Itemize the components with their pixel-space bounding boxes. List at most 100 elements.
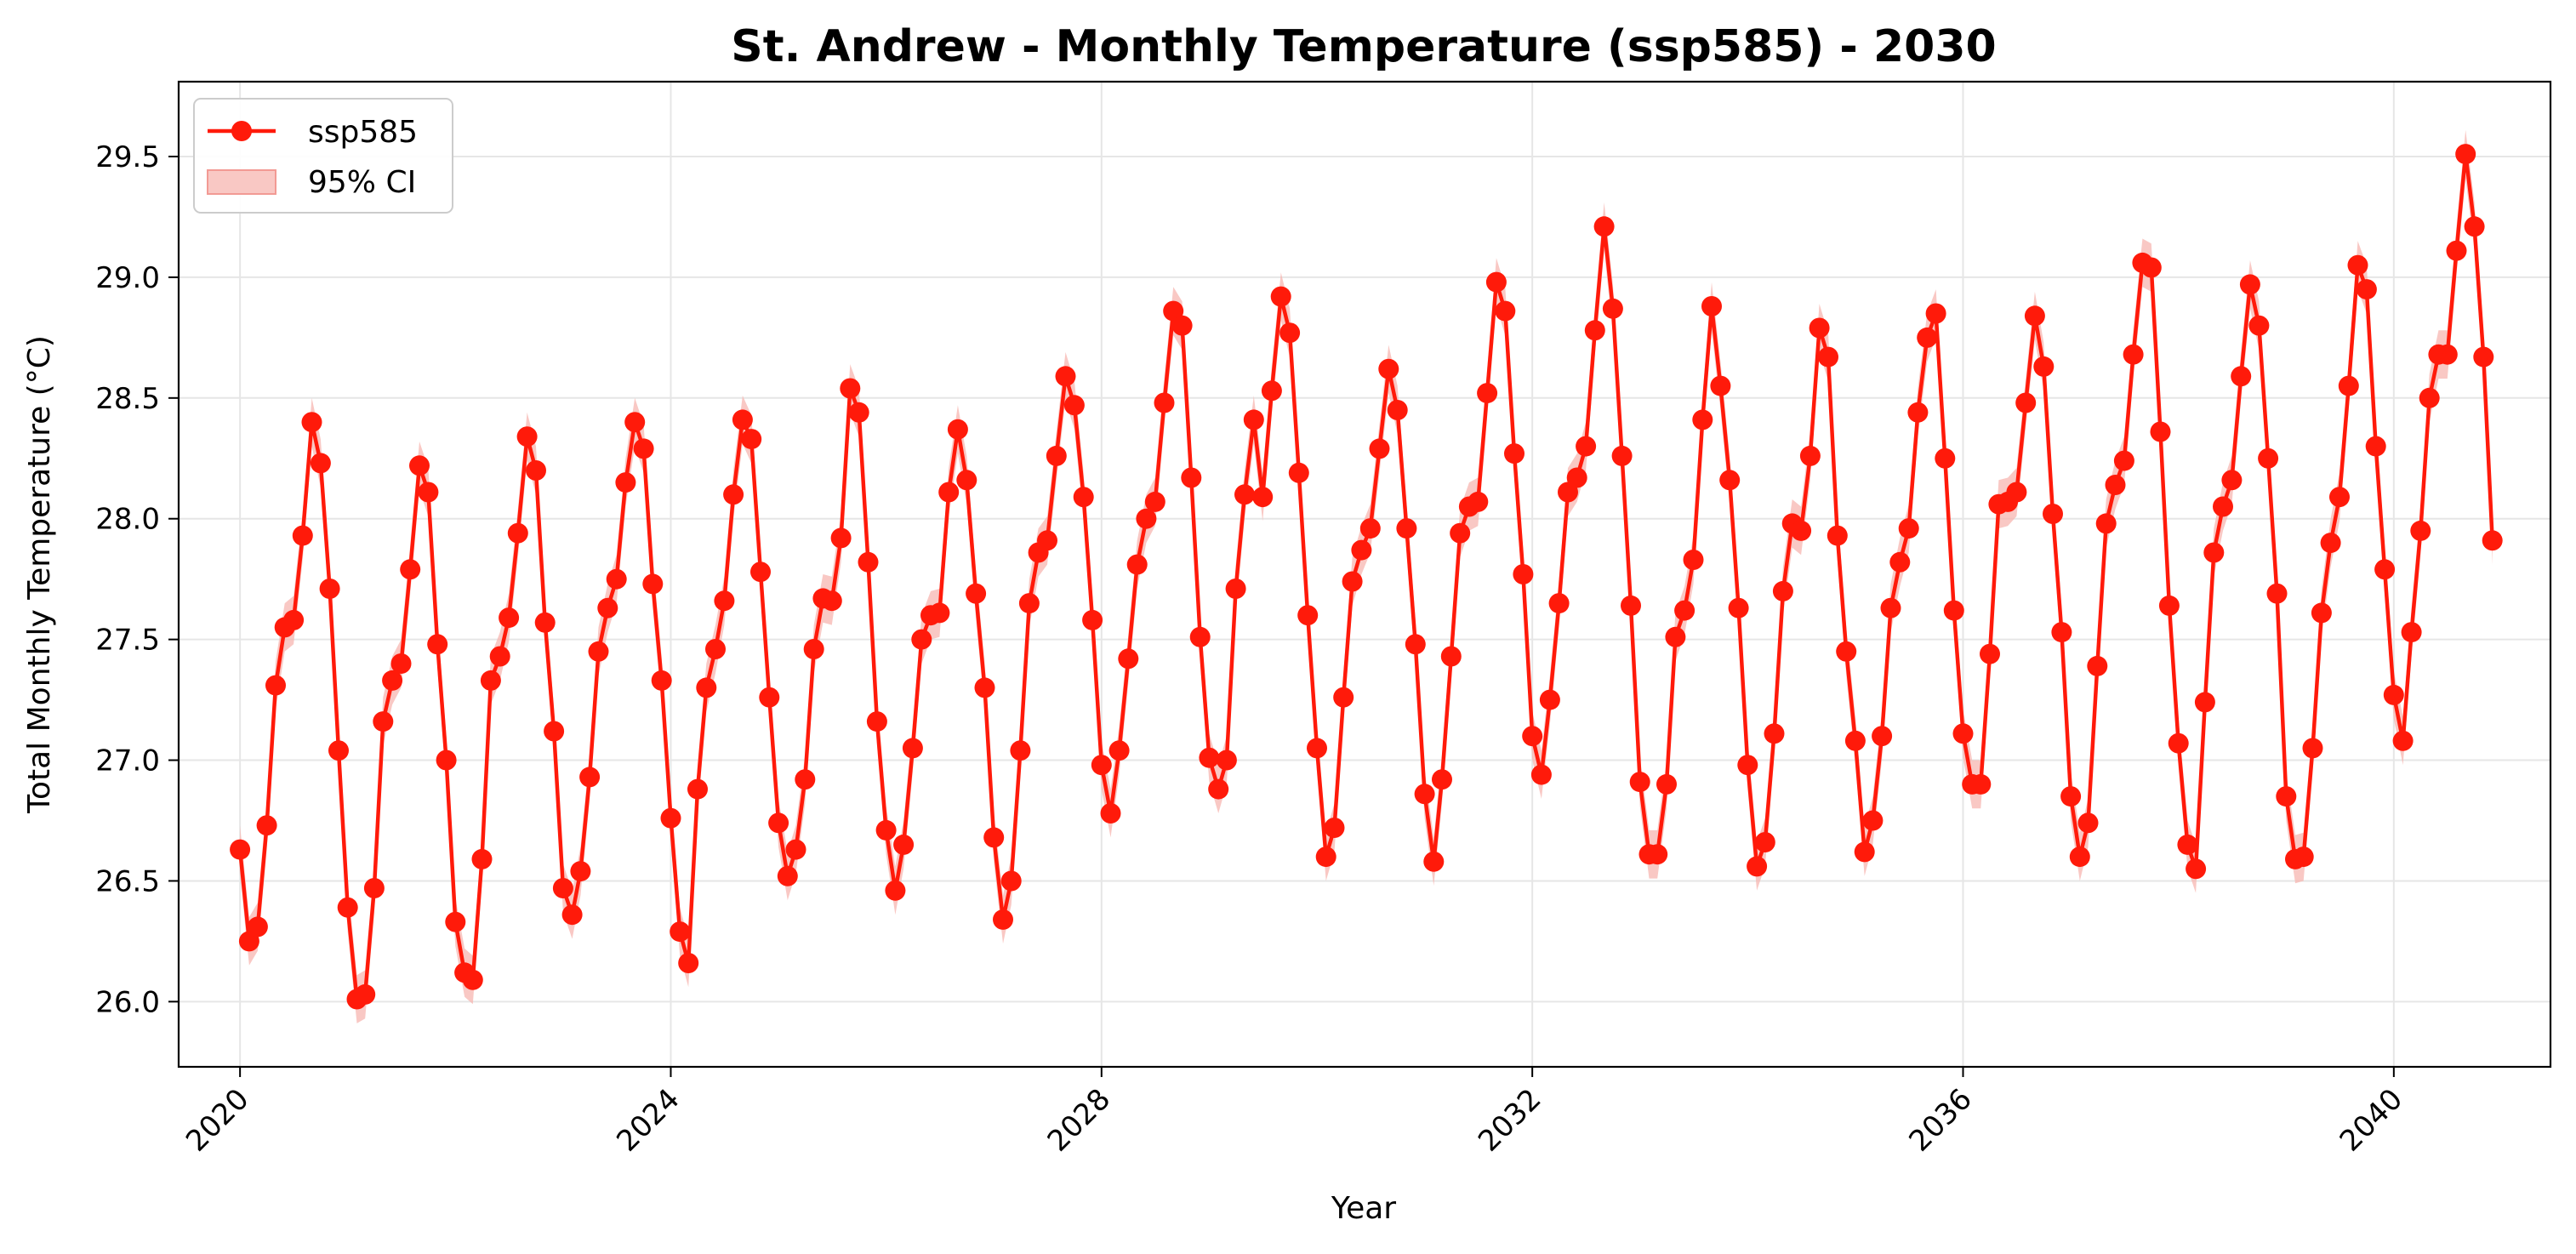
data-point	[1199, 747, 1220, 768]
data-point	[1234, 484, 1255, 505]
data-point	[2266, 583, 2288, 604]
data-point	[2105, 475, 2126, 495]
data-point	[1917, 327, 1938, 348]
data-point	[1827, 525, 1848, 546]
data-point	[1647, 844, 1668, 865]
data-point	[1208, 778, 1229, 800]
data-point	[1018, 593, 1040, 614]
data-point	[265, 675, 286, 696]
y-tick-label: 27.5	[95, 624, 160, 658]
data-point	[1225, 579, 1246, 599]
data-point	[795, 769, 816, 790]
data-point	[1772, 580, 1793, 601]
data-point	[2446, 240, 2467, 261]
data-point	[687, 778, 708, 800]
data-point	[1566, 467, 1587, 488]
data-point	[956, 470, 977, 491]
data-point	[390, 653, 412, 674]
data-point	[1046, 445, 1067, 466]
data-point	[2293, 846, 2314, 868]
data-point	[292, 525, 313, 546]
data-point	[1118, 648, 1139, 670]
legend: ssp585 95% CI	[193, 98, 453, 214]
data-point	[427, 634, 448, 655]
data-point	[436, 750, 457, 771]
data-point	[2203, 542, 2225, 563]
data-point	[400, 559, 421, 580]
data-point	[462, 969, 483, 990]
data-point	[1396, 518, 1417, 539]
data-point	[1925, 303, 1946, 324]
y-axis-ticks: 26.0 26.5 27.0 27.5 28.0 28.5 29.0 29.5	[95, 140, 179, 1019]
data-point	[1063, 395, 1085, 416]
data-point	[1809, 317, 1830, 339]
data-point	[875, 819, 897, 841]
data-point	[283, 609, 305, 630]
y-tick-label: 28.0	[95, 503, 160, 537]
data-point	[301, 412, 322, 433]
data-point	[2482, 530, 2503, 551]
data-point	[1728, 597, 1749, 618]
data-point	[1279, 322, 1301, 344]
data-point	[2401, 622, 2422, 643]
data-point	[1674, 600, 1695, 621]
data-point	[499, 607, 520, 629]
data-point	[2419, 387, 2440, 408]
data-point	[2311, 602, 2332, 624]
data-point	[2051, 622, 2072, 643]
data-point	[2150, 421, 2171, 442]
data-point	[2069, 846, 2090, 868]
data-point	[830, 527, 852, 549]
data-point	[1171, 315, 1193, 336]
y-tick-label: 27.0	[95, 744, 160, 778]
data-point	[2113, 450, 2134, 471]
data-point	[2329, 487, 2350, 508]
data-point	[2436, 344, 2458, 365]
data-point	[929, 602, 950, 624]
data-point	[561, 904, 583, 926]
data-point	[1880, 597, 1901, 618]
data-point	[1055, 366, 1076, 387]
data-point	[544, 721, 565, 742]
data-point	[974, 677, 995, 698]
data-point	[382, 670, 403, 691]
data-point	[1495, 300, 1516, 322]
data-point	[579, 767, 601, 788]
data-point	[1611, 445, 1633, 466]
data-point	[2320, 533, 2341, 554]
data-point	[310, 453, 331, 474]
data-point	[840, 378, 861, 399]
data-point	[1656, 773, 1677, 795]
data-point	[526, 460, 546, 481]
data-point	[615, 472, 636, 493]
data-point	[1324, 818, 1345, 838]
data-point	[1844, 730, 1866, 751]
data-point	[2473, 346, 2494, 368]
data-point	[1405, 634, 1426, 655]
data-point	[1369, 438, 1390, 459]
data-point	[2060, 786, 2082, 807]
data-point	[750, 561, 771, 583]
data-point	[319, 579, 340, 599]
data-point	[885, 880, 906, 901]
data-point	[1701, 296, 1722, 316]
data-point	[651, 670, 672, 691]
data-point	[1037, 530, 1057, 551]
data-point	[1970, 773, 1992, 795]
data-point	[848, 402, 869, 423]
data-point	[670, 921, 691, 943]
data-point	[480, 670, 501, 691]
data-point	[1091, 755, 1112, 776]
data-point	[732, 409, 753, 430]
data-point	[1548, 593, 1570, 614]
data-point	[1189, 626, 1211, 647]
data-point	[337, 897, 358, 918]
data-point	[866, 711, 887, 732]
data-point	[2006, 482, 2027, 503]
data-point	[363, 878, 385, 898]
data-point	[2077, 812, 2099, 834]
data-point	[1333, 687, 1354, 708]
data-point	[534, 612, 556, 633]
data-point	[785, 839, 806, 860]
data-point	[1297, 605, 1319, 626]
